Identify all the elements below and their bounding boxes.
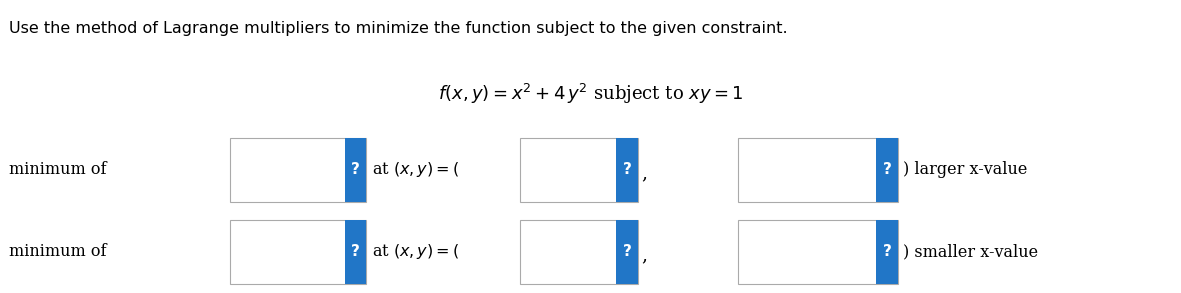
FancyBboxPatch shape: [520, 138, 638, 202]
Text: at $(x, y) = ($: at $(x, y) = ($: [372, 243, 459, 261]
Text: minimum of: minimum of: [8, 243, 106, 260]
Text: ?: ?: [622, 244, 632, 260]
Text: ?: ?: [622, 162, 632, 178]
Text: ?: ?: [351, 162, 360, 178]
Text: ) smaller x-value: ) smaller x-value: [903, 243, 1038, 260]
FancyBboxPatch shape: [345, 220, 366, 284]
FancyBboxPatch shape: [230, 138, 366, 202]
Text: Use the method of Lagrange multipliers to minimize the function subject to the g: Use the method of Lagrange multipliers t…: [9, 21, 788, 35]
FancyBboxPatch shape: [520, 220, 638, 284]
Text: ,: ,: [641, 246, 647, 264]
Text: ,: ,: [641, 164, 647, 182]
Text: ?: ?: [882, 244, 892, 260]
Text: minimum of: minimum of: [8, 161, 106, 178]
Text: at $(x, y) = ($: at $(x, y) = ($: [372, 161, 459, 179]
FancyBboxPatch shape: [876, 220, 898, 284]
FancyBboxPatch shape: [345, 138, 366, 202]
Text: ) larger x-value: ) larger x-value: [903, 161, 1027, 178]
FancyBboxPatch shape: [738, 220, 898, 284]
FancyBboxPatch shape: [616, 220, 638, 284]
FancyBboxPatch shape: [876, 138, 898, 202]
FancyBboxPatch shape: [738, 138, 898, 202]
Text: ?: ?: [882, 162, 892, 178]
FancyBboxPatch shape: [616, 138, 638, 202]
Text: $f(x, y) = x^2 + 4\,y^2$ subject to $xy = 1$: $f(x, y) = x^2 + 4\,y^2$ subject to $xy …: [438, 82, 743, 106]
Text: ?: ?: [351, 244, 360, 260]
FancyBboxPatch shape: [230, 220, 366, 284]
